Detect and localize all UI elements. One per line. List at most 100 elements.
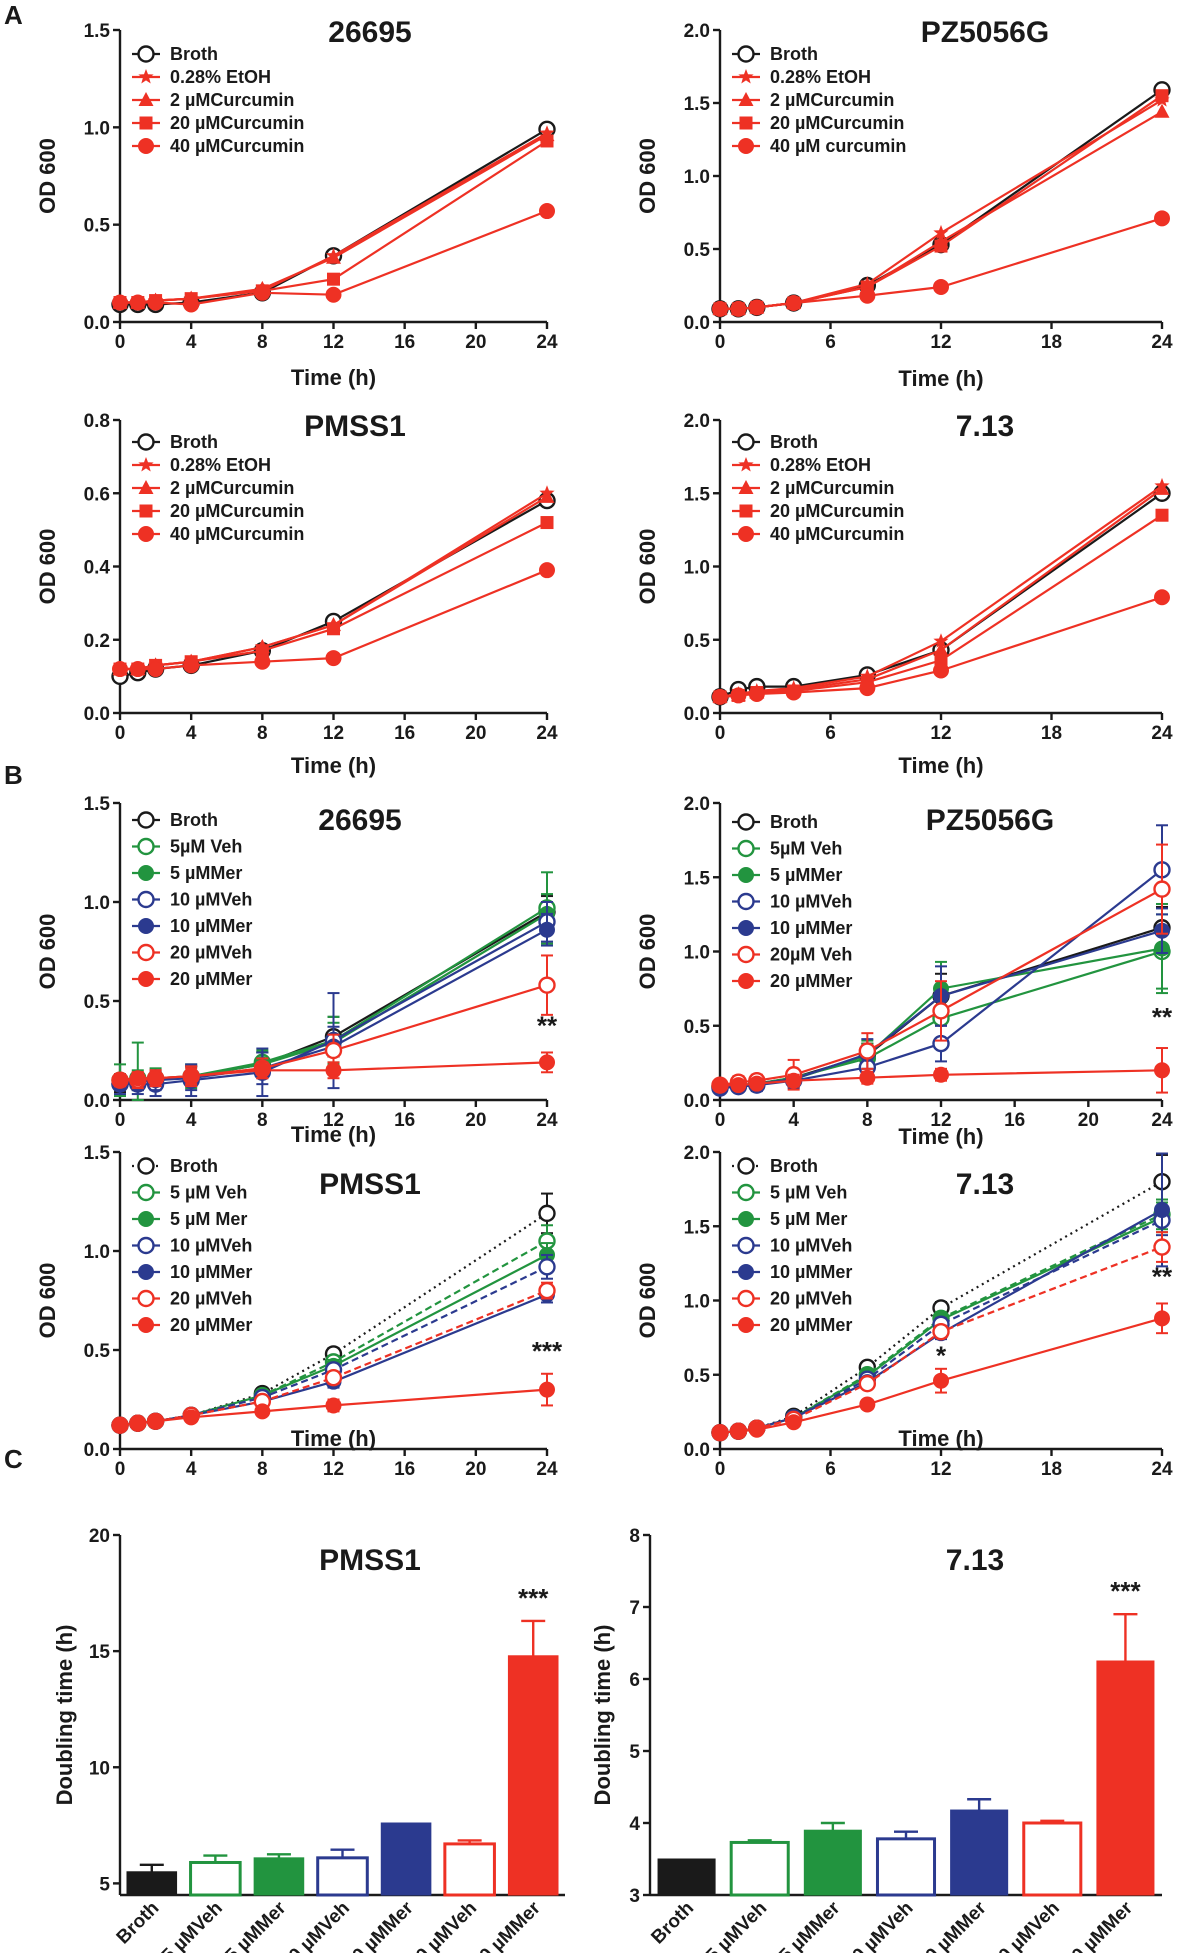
legend-marker — [738, 457, 754, 472]
x-tick-label: 20 — [465, 1110, 486, 1131]
legend-label: 10 µMVeh — [170, 1236, 252, 1256]
data-point — [147, 294, 164, 311]
data-point — [147, 1413, 164, 1430]
category-label: 20 µMMer — [468, 1897, 545, 1953]
series-0 — [111, 1192, 556, 1434]
series-6 — [112, 1372, 555, 1434]
x-axis-title: Time (h) — [898, 366, 983, 391]
chart-title: 7.13 — [946, 1544, 1004, 1577]
data-point — [785, 295, 802, 312]
legend-marker — [738, 69, 754, 84]
data-point — [748, 685, 765, 702]
data-point — [538, 976, 556, 994]
legend-label: 2 µMCurcumin — [170, 478, 294, 498]
bar — [253, 1857, 305, 1896]
data-point — [1154, 589, 1170, 606]
category-label: 20 µMVeh — [987, 1898, 1063, 1953]
data-point — [1155, 508, 1169, 522]
x-tick-label: 20 — [465, 723, 486, 744]
y-tick-label: 0.5 — [684, 1366, 711, 1387]
legend-label: 10 µMMer — [170, 916, 252, 936]
y-tick-label: 2.0 — [684, 1143, 710, 1164]
x-tick-label: 16 — [394, 723, 415, 744]
chart-a2: 0.0 0.5 1.0 1.5 2.0 0 6 12 18 24 Time (h) OD 600 PZ5… — [635, 16, 1173, 391]
legend-label: 10 µMVeh — [170, 890, 252, 910]
significance-annotation: ** — [1152, 1262, 1173, 1292]
y-axis-title: OD 600 — [35, 529, 60, 605]
x-tick-label: 24 — [536, 332, 558, 353]
chart-title: 26695 — [318, 804, 401, 837]
y-tick-label: 15 — [89, 1642, 111, 1663]
y-tick-label: 1.0 — [684, 1292, 710, 1313]
y-axis-title: OD 600 — [635, 914, 660, 990]
y-tick-label: 2.0 — [684, 411, 710, 432]
legend-label: 10 µMMer — [770, 1262, 852, 1282]
legend-marker — [137, 1289, 155, 1308]
x-tick-label: 12 — [323, 723, 344, 744]
legend-marker — [737, 945, 755, 964]
data-point — [539, 1381, 555, 1398]
x-tick-label: 8 — [257, 723, 268, 744]
y-tick-label: 2.0 — [684, 21, 710, 42]
x-tick-label: 24 — [536, 1110, 558, 1131]
data-point — [539, 203, 555, 220]
x-tick-label: 24 — [536, 723, 558, 744]
category-label: 10 µMMer — [341, 1897, 418, 1953]
data-point — [129, 1070, 146, 1087]
y-tick-label: 8 — [629, 1526, 640, 1547]
x-tick-label: 8 — [862, 1110, 873, 1131]
legend-marker — [138, 92, 154, 106]
significance-annotation: *** — [532, 1336, 563, 1366]
y-axis-title: OD 600 — [35, 1263, 60, 1339]
chart-b4: 0.0 0.5 1.0 1.5 2.0 0 6 12 18 24 Time (h) OD 600 7.1… — [635, 1143, 1173, 1480]
chart-b1: 0.0 0.5 1.0 1.5 0 4 8 12 16 20 24 Time (h) OD 600 266… — [35, 794, 558, 1147]
legend-marker — [737, 433, 755, 451]
y-tick-label: 1.5 — [684, 868, 711, 889]
series-3 — [113, 134, 554, 310]
legend-marker — [738, 526, 754, 542]
legend-label: 20 µMVeh — [170, 943, 252, 963]
data-point — [730, 1423, 747, 1440]
x-tick-label: 16 — [1004, 1110, 1025, 1131]
data-point — [859, 1069, 876, 1086]
legend-label: 2 µMCurcumin — [170, 90, 294, 110]
data-point — [1155, 89, 1169, 103]
data-point — [325, 286, 342, 303]
legend-marker — [138, 865, 154, 881]
legend-label: 5 µM Mer — [770, 1209, 847, 1229]
data-point — [859, 1396, 876, 1413]
x-tick-label: 16 — [394, 1110, 415, 1131]
x-tick-label: 16 — [394, 1459, 415, 1480]
data-point — [538, 1281, 556, 1300]
x-tick-label: 4 — [186, 723, 197, 744]
legend-marker — [139, 116, 153, 130]
legend-label: Broth — [170, 810, 218, 830]
data-point — [324, 1369, 343, 1387]
significance-annotation: ** — [1152, 1002, 1173, 1032]
data-point — [538, 1204, 556, 1223]
chart-title: 26695 — [328, 16, 411, 49]
x-tick-label: 6 — [825, 332, 836, 353]
x-tick-label: 4 — [186, 332, 197, 353]
x-axis-title: Time (h) — [291, 1122, 376, 1147]
data-point — [858, 1042, 877, 1060]
y-tick-label: 1.5 — [684, 94, 711, 115]
y-tick-label: 5 — [629, 1742, 640, 1763]
data-point — [712, 300, 728, 317]
series-6 — [712, 1302, 1170, 1441]
bar — [380, 1822, 432, 1896]
data-point — [539, 488, 555, 503]
data-point — [183, 1409, 200, 1426]
x-tick-label: 0 — [115, 723, 126, 744]
data-point — [254, 653, 271, 670]
x-tick-label: 12 — [323, 1110, 344, 1131]
x-tick-label: 0 — [715, 332, 726, 353]
chart-title: PMSS1 — [319, 1544, 421, 1577]
legend-marker — [138, 1211, 154, 1227]
legend-label: 5 µM Veh — [770, 1183, 847, 1203]
legend-label: 20 µMCurcumin — [170, 113, 304, 133]
legend-label: 5 µM Mer — [170, 1209, 247, 1229]
chart-title: PMSS1 — [304, 410, 406, 443]
chart-b3: 0.0 0.5 1.0 1.5 0 4 8 12 16 20 24 Time (h) OD 600 PMS… — [35, 1143, 563, 1480]
